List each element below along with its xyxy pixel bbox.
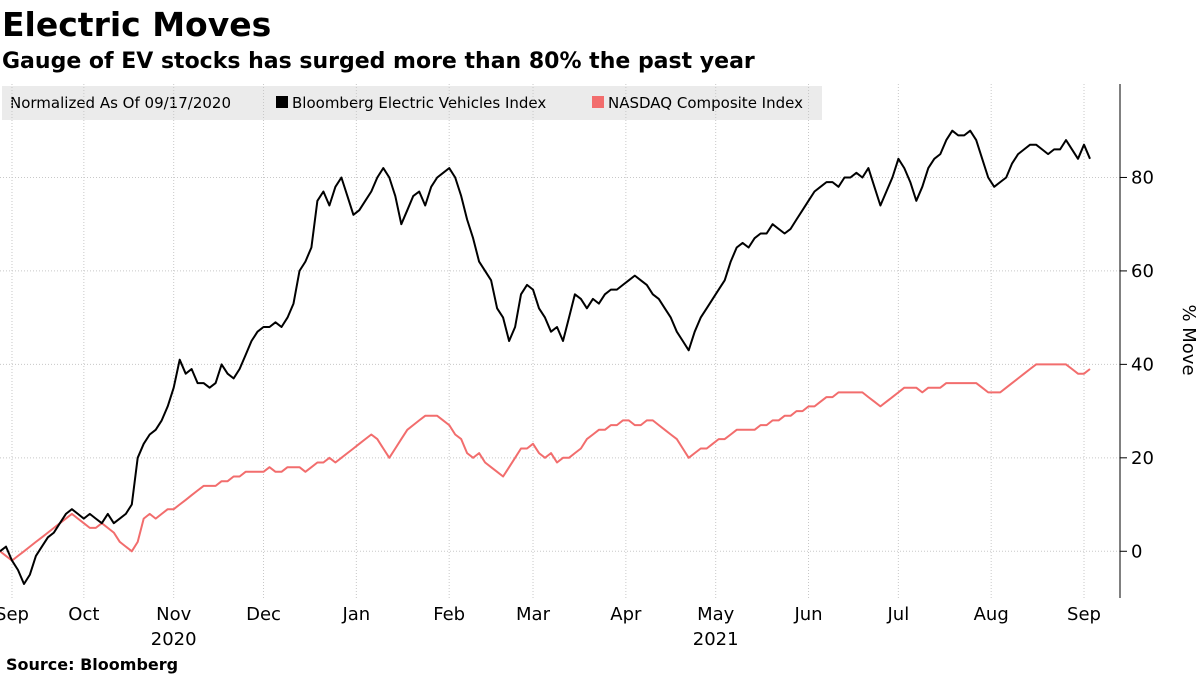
x-year-label: 2020: [151, 629, 197, 650]
y-tick-label: 80: [1131, 167, 1154, 188]
x-tick-label: Aug: [974, 604, 1009, 625]
x-tick-label: May: [697, 604, 735, 625]
legend-title: Normalized As Of 09/17/2020: [10, 94, 231, 112]
x-tick-label: Mar: [516, 604, 551, 625]
x-year-label: 2021: [693, 629, 739, 650]
x-tick-label: Jun: [793, 604, 822, 625]
x-tick-label: Jan: [341, 604, 370, 625]
x-tick-label: Dec: [246, 604, 281, 625]
legend-swatch-nasdaq: [592, 96, 604, 108]
x-tick-label: Feb: [433, 604, 465, 625]
legend-swatch-ev: [276, 96, 288, 108]
x-tick-label: Apr: [610, 604, 642, 625]
chart-title: Electric Moves: [2, 5, 271, 44]
legend: Normalized As Of 09/17/2020 Bloomberg El…: [2, 86, 822, 120]
x-tick-label: Sep: [0, 604, 29, 625]
y-axis: 0 20 40 60 80: [1120, 167, 1154, 562]
y-tick-label: 60: [1131, 261, 1154, 282]
y-tick-label: 20: [1131, 448, 1154, 469]
legend-background: [2, 86, 822, 120]
grid: [0, 84, 1120, 598]
legend-label-nasdaq: NASDAQ Composite Index: [608, 94, 803, 112]
x-tick-label: Oct: [68, 604, 99, 625]
y-tick-label: 40: [1131, 354, 1154, 375]
chart-subtitle: Gauge of EV stocks has surged more than …: [2, 49, 755, 74]
x-axis: Sep Oct Nov Dec Jan Feb Mar Apr May Jun Jul Aug Sep 2…: [0, 604, 1101, 650]
series-line-ev-index: [0, 129, 1091, 585]
source-note: Source: Bloomberg: [6, 655, 178, 674]
series: [0, 129, 1091, 585]
y-tick-label: 0: [1131, 541, 1142, 562]
x-tick-label: Sep: [1067, 604, 1101, 625]
x-tick-label: Nov: [156, 604, 191, 625]
x-tick-label: Jul: [886, 604, 909, 625]
y-axis-label: % Move: [1178, 304, 1199, 375]
series-line-nasdaq: [0, 363, 1091, 562]
legend-label-ev: Bloomberg Electric Vehicles Index: [292, 94, 546, 112]
